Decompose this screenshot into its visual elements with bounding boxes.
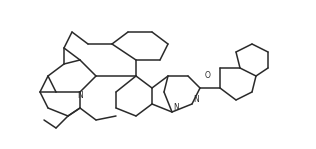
Text: N: N <box>193 96 199 104</box>
Text: N: N <box>77 91 83 100</box>
Text: N: N <box>173 104 179 112</box>
Text: O: O <box>205 72 211 80</box>
